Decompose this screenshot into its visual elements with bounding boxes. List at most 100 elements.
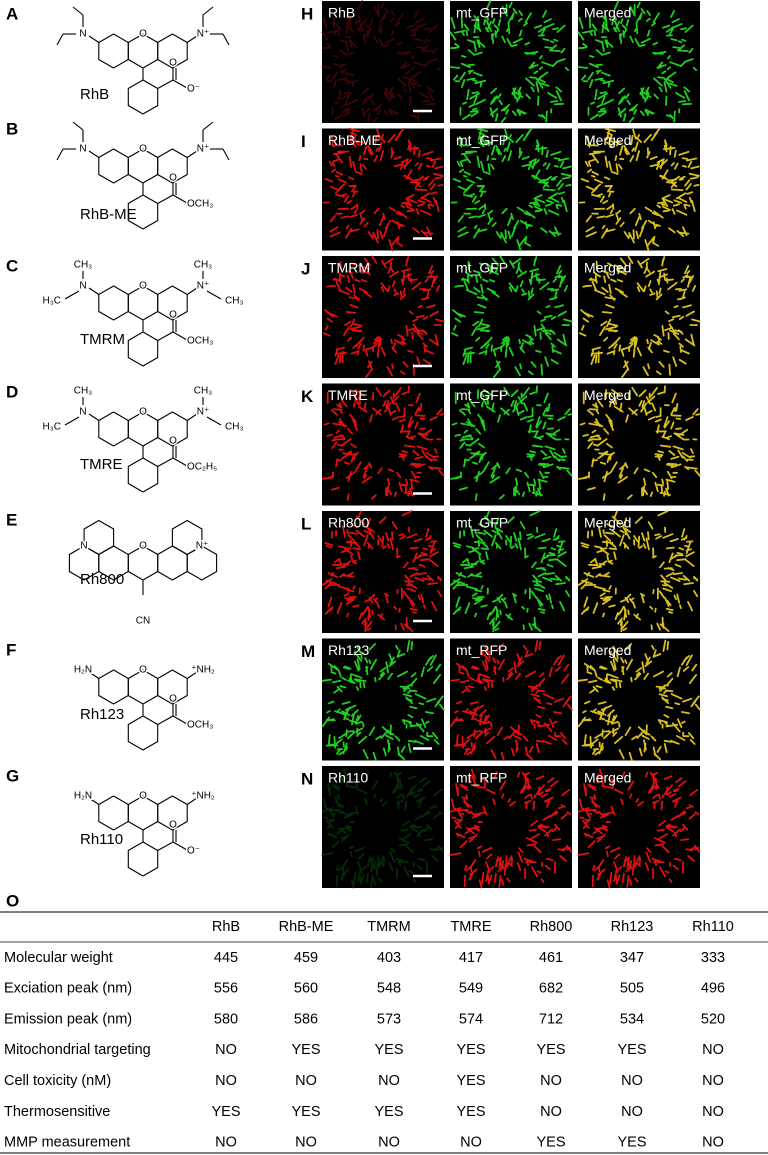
mitochondria — [424, 278, 429, 283]
mitochondria — [582, 718, 591, 722]
mitochondria — [538, 599, 544, 606]
mitochondria — [325, 324, 329, 331]
mitochondria — [364, 18, 368, 24]
mitochondria — [333, 113, 344, 121]
mitochondria — [468, 833, 478, 843]
mitochondria — [358, 612, 363, 620]
panel-letter: O — [6, 891, 19, 910]
mitochondria — [661, 478, 665, 485]
micrograph-bg — [450, 638, 572, 761]
atom-label: O — [169, 58, 177, 69]
mitochondria — [477, 228, 488, 233]
mitochondria — [684, 558, 695, 567]
mitochondria — [341, 109, 351, 113]
mitochondria — [672, 356, 678, 367]
mitochondria — [639, 110, 645, 116]
mitochondria — [557, 466, 570, 470]
mitochondria — [620, 348, 625, 357]
mitochondria — [363, 96, 370, 104]
mitochondria — [672, 183, 678, 188]
mitochondria — [609, 328, 617, 333]
mitochondria — [376, 128, 381, 140]
mitochondria — [507, 150, 512, 162]
mitochondria — [343, 775, 349, 786]
mitochondria — [400, 66, 406, 69]
mitochondria — [542, 455, 552, 460]
mitochondria — [435, 663, 442, 672]
mitochondria — [666, 672, 673, 678]
mitochondria — [591, 23, 598, 31]
mitochondria — [464, 828, 472, 835]
mitochondria — [554, 165, 559, 168]
mitochondria — [469, 710, 479, 716]
mitochondria — [346, 612, 350, 618]
mitochondria — [476, 16, 480, 28]
mitochondria — [673, 329, 683, 333]
mitochondria — [663, 739, 673, 743]
mitochondria — [405, 70, 411, 75]
mitochondria — [606, 850, 609, 857]
mitochondria — [324, 46, 332, 49]
mitochondria — [669, 554, 678, 560]
ring — [83, 519, 115, 556]
mitochondria — [648, 111, 653, 115]
mitochondria — [577, 852, 590, 856]
mitochondria — [685, 466, 698, 470]
mitochondria — [402, 819, 411, 827]
mitochondria — [337, 178, 348, 184]
mitochondria — [525, 93, 531, 100]
mitochondria — [461, 796, 468, 799]
mitochondria — [495, 148, 500, 156]
mitochondria — [454, 608, 461, 613]
mitochondria — [522, 735, 529, 742]
mitochondria — [499, 780, 507, 791]
ring — [157, 545, 188, 581]
mitochondria — [328, 818, 335, 825]
mitochondria — [645, 656, 651, 665]
mitochondria — [426, 165, 431, 168]
mitochondria — [653, 93, 659, 100]
micrograph: mt_GFP — [449, 383, 573, 506]
mitochondria — [594, 418, 601, 428]
mitochondria — [670, 693, 683, 700]
mitochondria — [657, 510, 669, 517]
mitochondria — [659, 64, 667, 68]
mitochondria — [408, 326, 417, 332]
mitochondria — [530, 86, 535, 93]
mitochondria — [533, 203, 539, 206]
mitochondria — [647, 520, 654, 530]
mitochondria — [354, 660, 360, 672]
mitochondria — [658, 361, 665, 368]
mitochondria — [680, 838, 689, 841]
mitochondria — [587, 161, 592, 167]
mitochondria — [497, 658, 505, 671]
mitochondria — [594, 88, 598, 101]
mitochondria — [594, 402, 598, 408]
mitochondria — [449, 678, 460, 682]
mitochondria — [553, 452, 564, 459]
mitochondria — [471, 461, 479, 465]
channel-label: Merged — [584, 387, 631, 403]
mitochondria — [405, 696, 414, 704]
mitochondria — [665, 78, 674, 84]
mitochondria — [395, 644, 399, 651]
mitochondria — [505, 109, 510, 115]
mitochondria — [552, 537, 560, 541]
mitochondria — [676, 209, 688, 216]
mitochondria — [480, 604, 488, 608]
mitochondria — [335, 809, 343, 815]
mitochondria — [664, 310, 670, 315]
mitochondria — [555, 582, 566, 586]
mitochondria — [621, 872, 625, 883]
mitochondria — [396, 41, 403, 46]
mitochondria — [680, 349, 690, 355]
mitochondria — [422, 547, 429, 551]
mitochondria — [358, 154, 362, 162]
table-cell: YES — [374, 1042, 403, 1058]
mitochondria — [473, 824, 480, 828]
mitochondria — [370, 862, 377, 870]
mitochondria — [506, 38, 513, 47]
mitochondria — [659, 623, 670, 632]
mitochondria — [622, 627, 628, 631]
mitochondria — [484, 658, 489, 671]
